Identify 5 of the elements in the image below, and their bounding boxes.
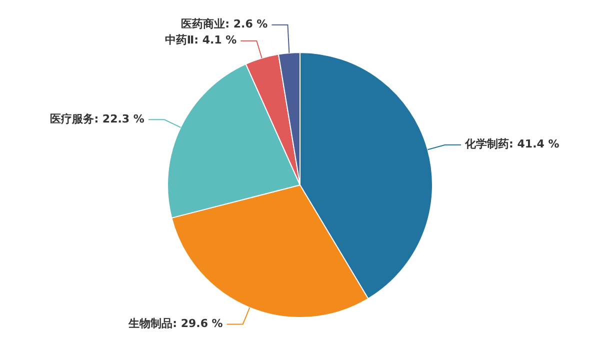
slice-label: 医疗服务: 22.3 % [50, 112, 144, 126]
slice-label: 生物制品: 29.6 % [128, 317, 223, 330]
slice-label: 化学制药: 41.4 % [464, 138, 560, 151]
slice-label: 中药Ⅱ: 4.1 % [164, 34, 237, 47]
slice-label: 医药商业: 2.6 % [181, 18, 268, 31]
